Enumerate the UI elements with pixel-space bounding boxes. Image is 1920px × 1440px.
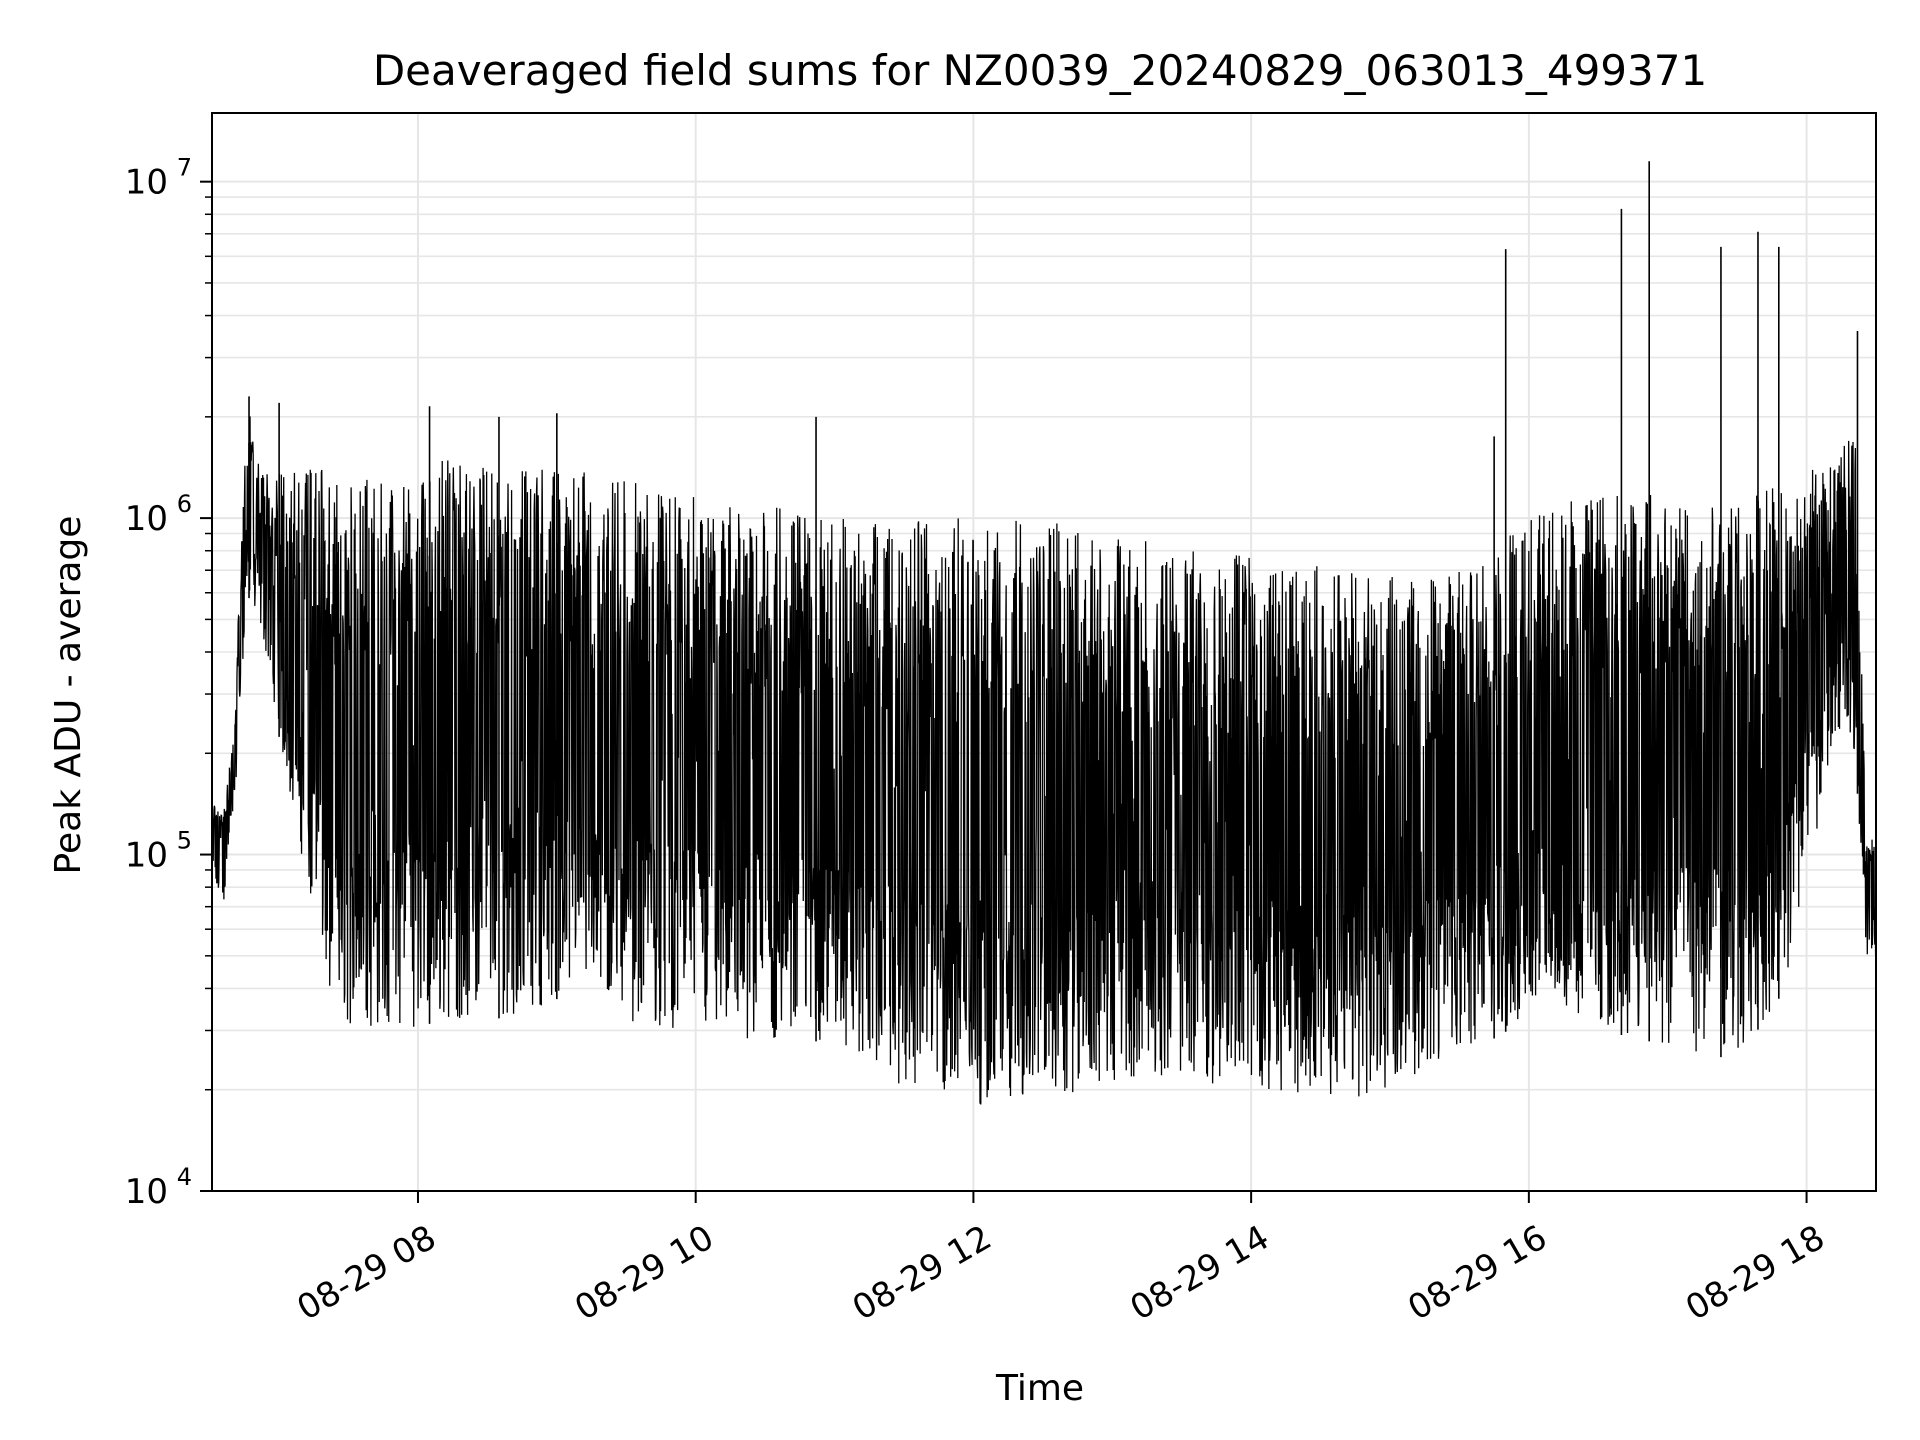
y-axis-label: Peak ADU - average (48, 516, 89, 875)
y-tick-label: 10 (125, 499, 168, 539)
y-axis: 10 4 10 5 10 6 10 7 (125, 154, 212, 1212)
y-tick-label: 10 (125, 1172, 168, 1212)
y-tick-exponent: 4 (177, 1163, 192, 1191)
plot-area (212, 161, 1876, 1105)
y-tick-exponent: 6 (177, 490, 192, 518)
y-tick-exponent: 7 (177, 154, 192, 182)
y-tick-exponent: 5 (177, 827, 192, 855)
chart-title: Deaveraged field sums for NZ0039_2024082… (373, 46, 1707, 95)
series-line (212, 416, 1876, 1105)
y-tick-label: 10 (125, 836, 168, 876)
x-axis-label: Time (995, 1368, 1084, 1409)
y-tick-label: 10 (125, 163, 168, 203)
